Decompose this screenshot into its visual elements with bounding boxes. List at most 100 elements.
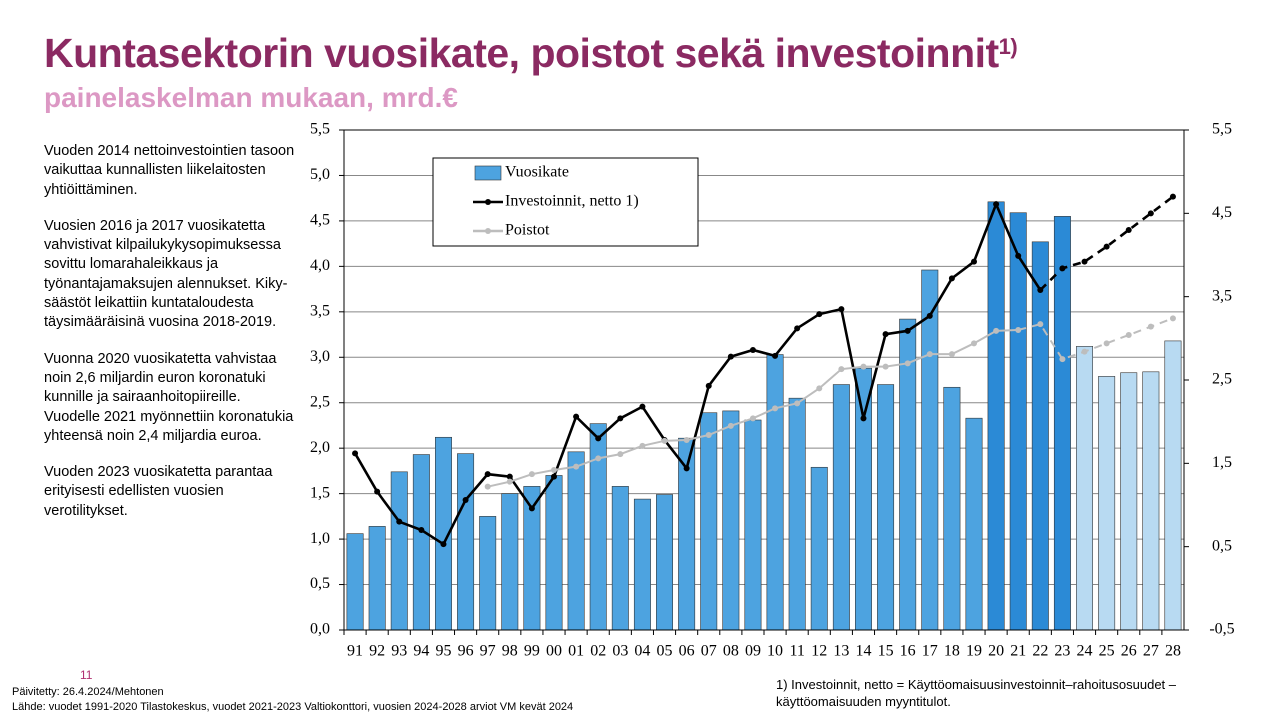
point: [528, 505, 535, 512]
x-tick-label: 95: [435, 643, 451, 660]
point: [551, 467, 557, 473]
point: [573, 463, 580, 470]
point: [727, 353, 734, 360]
x-tick-label: 11: [789, 643, 804, 660]
x-tick-label: 28: [1165, 643, 1181, 660]
title-sup: 1): [998, 34, 1018, 59]
point: [639, 442, 646, 449]
x-tick-label: 21: [1010, 643, 1026, 660]
y2-tick-label: 5,5: [1212, 121, 1232, 138]
page-number: 11: [80, 668, 93, 682]
bar: [854, 367, 872, 631]
x-tick-label: 92: [369, 643, 385, 660]
point: [926, 312, 933, 319]
x-tick-label: 16: [900, 643, 916, 660]
bar: [700, 412, 718, 631]
point: [705, 382, 712, 389]
x-tick-label: 96: [458, 643, 474, 660]
x-tick-label: 15: [878, 643, 894, 660]
y2-tick-label: 3,5: [1212, 287, 1232, 304]
y2-tick-label: 1,5: [1212, 454, 1232, 471]
point: [1169, 315, 1176, 322]
y-tick-label: 2,5: [310, 393, 330, 410]
point: [948, 275, 955, 282]
point: [1125, 332, 1132, 338]
point: [772, 405, 779, 412]
bar: [457, 453, 475, 631]
point: [440, 541, 447, 548]
bar: [744, 419, 762, 631]
point: [838, 366, 845, 373]
x-tick-label: 00: [546, 643, 562, 660]
bar: [921, 269, 939, 631]
point: [971, 340, 977, 347]
point: [749, 347, 756, 353]
x-tick-label: 22: [1032, 643, 1048, 660]
line: [353, 200, 1042, 547]
y-tick-label: 5,0: [310, 166, 330, 183]
point: [727, 422, 734, 429]
point: [683, 465, 690, 472]
point: [1081, 348, 1088, 355]
legend-label: Vuosikate: [505, 164, 569, 181]
x-tick-label: 06: [679, 643, 695, 660]
point: [661, 437, 668, 444]
paragraph: Vuosien 2016 ja 2017 vuosikatetta vahvis…: [44, 217, 288, 331]
paragraph: Vuoden 2023 vuosikatetta parantaa erityi…: [44, 464, 273, 519]
bar: [1164, 340, 1182, 631]
title: Kuntasektorin vuosikate, poistot sekä in…: [44, 30, 1018, 77]
x-tick-label: 23: [1054, 643, 1070, 660]
point: [1059, 356, 1066, 363]
bar: [1120, 372, 1138, 631]
bar: [390, 471, 408, 631]
point: [838, 306, 845, 313]
point: [506, 478, 513, 485]
bar: [1142, 371, 1160, 631]
bar: [987, 201, 1005, 631]
bar: [412, 454, 430, 631]
y-tick-label: 1,5: [310, 484, 330, 501]
point: [595, 435, 602, 442]
bar: [722, 410, 740, 631]
point: [595, 455, 602, 462]
paragraph: Vuoden 2014 nettoinvestointien tasoon va…: [44, 143, 295, 198]
point: [352, 450, 359, 457]
point: [484, 471, 491, 478]
x-tick-label: 24: [1077, 643, 1093, 660]
x-tick-label: 27: [1143, 643, 1159, 660]
point: [374, 488, 381, 495]
legend-marker: [485, 199, 491, 205]
point: [1125, 227, 1132, 233]
bar: [545, 475, 563, 631]
point: [639, 403, 646, 410]
point: [683, 437, 690, 443]
point: [1103, 340, 1110, 347]
bar: [1031, 241, 1049, 631]
x-tick-label: 91: [347, 643, 363, 660]
y-tick-label: 4,5: [310, 212, 330, 229]
legend-label: Investoinnit, netto 1): [505, 193, 639, 210]
side-text: Vuoden 2014 nettoinvestointien tasoon va…: [44, 142, 296, 538]
bar: [965, 417, 983, 631]
point: [1015, 327, 1022, 333]
x-tick-label: 94: [413, 643, 429, 660]
y-tick-label: 5,5: [310, 121, 330, 138]
bar: [1098, 376, 1116, 631]
x-tick-label: 99: [524, 643, 540, 660]
y-tick-label: 0,0: [310, 621, 330, 638]
paragraph: Vuonna 2020 vuosikatetta vahvistaa noin …: [44, 350, 294, 444]
x-tick-label: 14: [855, 643, 871, 660]
x-tick-label: 18: [944, 643, 960, 660]
point: [794, 400, 801, 407]
updated: Päivitetty: 26.4.2024/Mehtonen: [12, 686, 164, 698]
x-tick-label: 07: [701, 643, 717, 660]
point: [882, 331, 889, 338]
bar: [567, 451, 585, 631]
point: [551, 473, 557, 480]
point: [1059, 265, 1066, 272]
x-tick-label: 02: [590, 643, 606, 660]
x-tick-label: 25: [1099, 643, 1115, 660]
x-tick-label: 26: [1121, 643, 1137, 660]
y-tick-label: 1,0: [310, 530, 330, 547]
